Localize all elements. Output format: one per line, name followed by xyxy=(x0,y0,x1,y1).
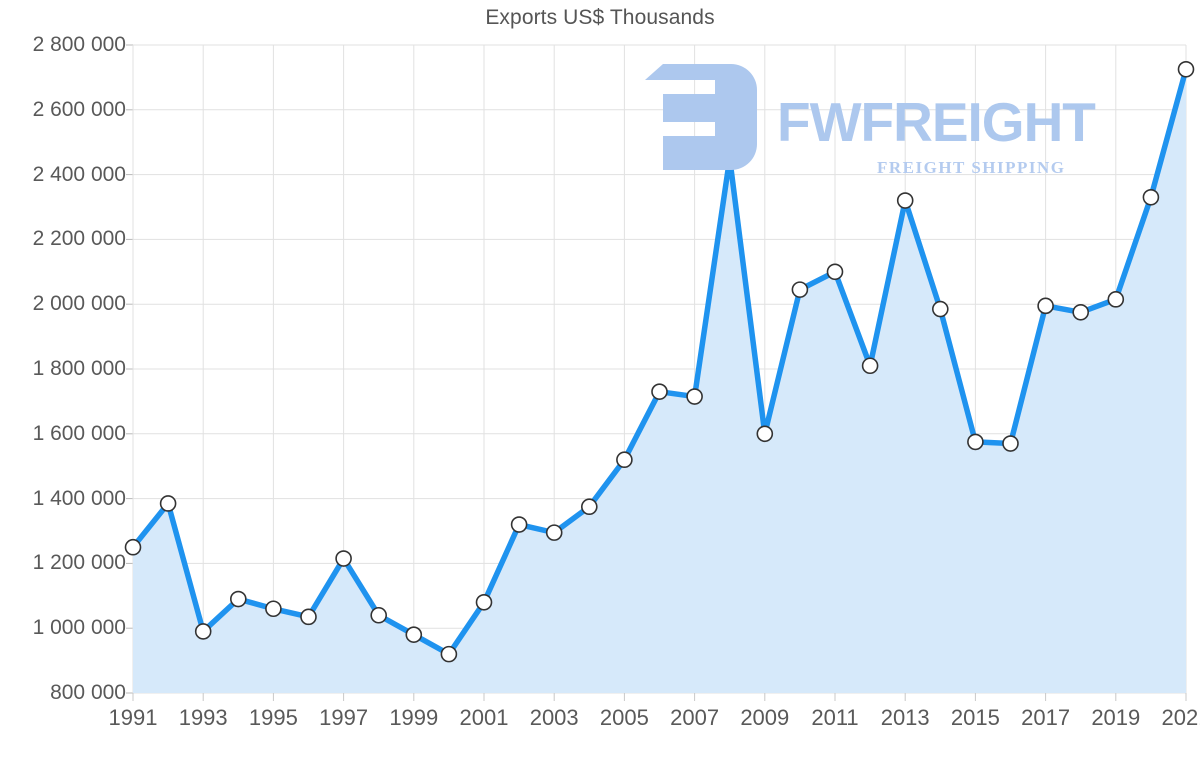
watermark-brand: FWFREIGHT xyxy=(777,91,1096,153)
y-axis-tick-label: 1 600 000 xyxy=(32,421,126,445)
data-point-2013 xyxy=(896,192,914,209)
data-point-2019 xyxy=(1107,291,1125,308)
x-axis-tick-label: 1991 xyxy=(108,705,158,730)
data-point-2014 xyxy=(931,300,949,318)
data-point-2008 xyxy=(721,150,739,167)
data-point-2001 xyxy=(475,593,493,611)
x-axis-tick-label: 2019 xyxy=(1091,705,1141,730)
y-axis-tick-label: 2 000 000 xyxy=(32,292,126,316)
y-axis: 2 800 000 2 600 000 2 400 000 2 200 000 2 00… xyxy=(0,0,126,763)
x-axis-tick-label: 1993 xyxy=(178,705,228,730)
x-axis-tick-label: 2021 xyxy=(1161,705,1200,730)
watermark: FWFREIGHT FREIGHT SHIPPING xyxy=(645,58,1145,193)
data-point-2011 xyxy=(826,263,844,281)
x-axis-tick-label: 2015 xyxy=(950,705,1000,730)
fwfreight-logo-icon xyxy=(645,64,757,170)
chart-title: Exports US$ Thousands xyxy=(485,6,715,29)
data-point-1997 xyxy=(335,550,352,567)
y-axis-tick-label: 2 400 000 xyxy=(32,162,126,186)
x-axis-tick-label: 2003 xyxy=(529,705,579,730)
data-point-2007 xyxy=(686,388,703,405)
x-axis-tick-label: 2005 xyxy=(599,705,649,730)
data-point-1995 xyxy=(265,600,282,618)
gridlines xyxy=(126,44,1187,701)
data-point-2020 xyxy=(1142,188,1160,206)
y-axis-tick-label: 1 200 000 xyxy=(32,551,126,575)
area-fill xyxy=(133,69,1186,694)
data-point-1999 xyxy=(405,626,423,643)
y-axis-tick-label: 1 000 000 xyxy=(32,616,126,640)
x-axis-tick-label: 2009 xyxy=(740,705,790,730)
y-axis-tick-label: 2 200 000 xyxy=(32,227,126,251)
data-markers xyxy=(124,61,1195,663)
data-point-2003 xyxy=(545,524,563,541)
data-point-1994 xyxy=(230,590,247,608)
data-point-2004 xyxy=(580,498,598,516)
data-point-2016 xyxy=(1002,435,1019,452)
watermark-tagline: FREIGHT SHIPPING xyxy=(877,158,1066,177)
y-axis-tick-label: 1 400 000 xyxy=(32,486,126,510)
y-axis-tick-label: 800 000 xyxy=(50,681,126,704)
data-point-2002 xyxy=(510,516,528,533)
data-point-2021 xyxy=(1177,61,1195,78)
data-point-1992 xyxy=(159,495,177,512)
data-point-2010 xyxy=(791,281,809,298)
data-point-2005 xyxy=(616,451,633,469)
data-line xyxy=(130,66,1189,657)
x-axis-tick-label: 2017 xyxy=(1021,705,1071,730)
data-point-2017 xyxy=(1037,297,1054,315)
data-point-2009 xyxy=(756,425,774,443)
x-axis-tick-label: 2001 xyxy=(459,705,509,730)
data-point-1991 xyxy=(124,538,142,556)
data-point-2012 xyxy=(861,357,879,375)
y-axis-tick-label: 1 800 000 xyxy=(32,357,126,380)
data-point-2015 xyxy=(967,433,984,451)
y-axis-tick-label: 2 600 000 xyxy=(32,97,126,121)
data-point-2000 xyxy=(440,645,458,663)
x-axis-tick-label: 2007 xyxy=(670,705,720,730)
x-axis-tick-label: 1999 xyxy=(389,705,439,730)
data-point-1996 xyxy=(300,608,317,626)
x-axis-tick-label: 1997 xyxy=(319,705,369,730)
x-axis-tick-label: 1995 xyxy=(248,705,298,730)
data-point-2006 xyxy=(651,383,668,400)
data-point-1998 xyxy=(370,606,388,624)
data-point-2018 xyxy=(1072,303,1089,321)
data-point-1993 xyxy=(194,623,212,640)
x-axis-tick-label: 2013 xyxy=(880,705,930,730)
y-axis-tick-label: 2 800 000 xyxy=(32,33,126,56)
x-axis-tick-label: 2011 xyxy=(811,705,859,730)
